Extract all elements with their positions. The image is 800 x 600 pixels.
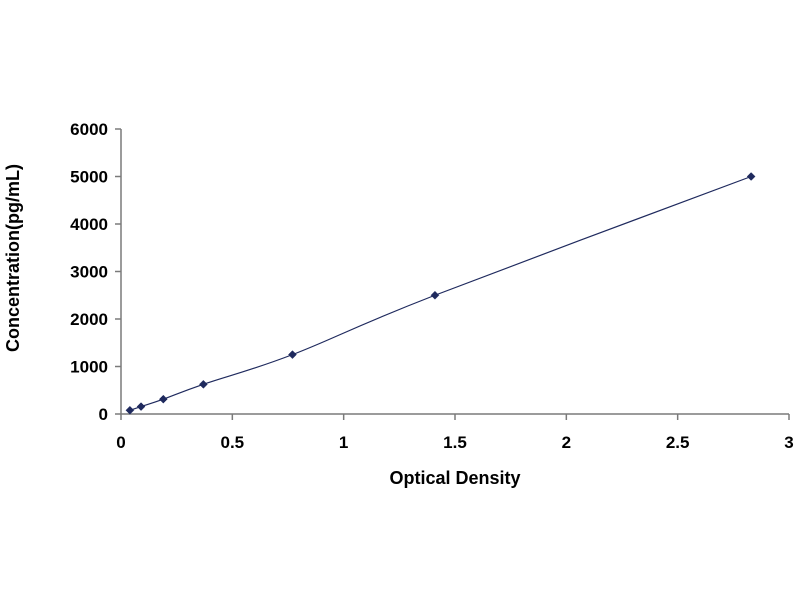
x-tick-label: 1: [339, 433, 348, 452]
x-tick-label: 1.5: [443, 433, 467, 452]
data-point: [158, 394, 168, 404]
axes: [120, 129, 789, 415]
ticks: 0 1000 2000 3000 4000 5000 6000 0 0.5 1 1.5 2 2.5 3: [70, 120, 794, 452]
y-tick-label: 2000: [70, 310, 108, 329]
y-tick-label: 3000: [70, 263, 108, 282]
x-tick-label: 3: [784, 433, 793, 452]
x-tick-label: 2.5: [666, 433, 690, 452]
y-axis-title: Concentration(pg/mL): [3, 164, 23, 352]
series-layer: [125, 172, 756, 415]
data-point: [746, 172, 756, 181]
y-tick-label: 6000: [70, 120, 108, 139]
data-point: [136, 402, 146, 411]
x-tick-label: 0.5: [221, 433, 245, 452]
data-point: [199, 379, 208, 389]
series-line: [129, 175, 752, 411]
y-tick-label: 4000: [70, 215, 108, 234]
y-tick-label: 1000: [70, 358, 108, 377]
data-point: [288, 350, 297, 359]
y-tick-label: 5000: [70, 168, 108, 187]
y-tick-label: 0: [99, 405, 108, 424]
x-tick-label: 0: [116, 433, 125, 452]
x-tick-label: 2: [562, 433, 571, 452]
data-point: [430, 290, 440, 300]
data-point: [125, 405, 135, 415]
x-axis-title: Optical Density: [389, 468, 520, 488]
